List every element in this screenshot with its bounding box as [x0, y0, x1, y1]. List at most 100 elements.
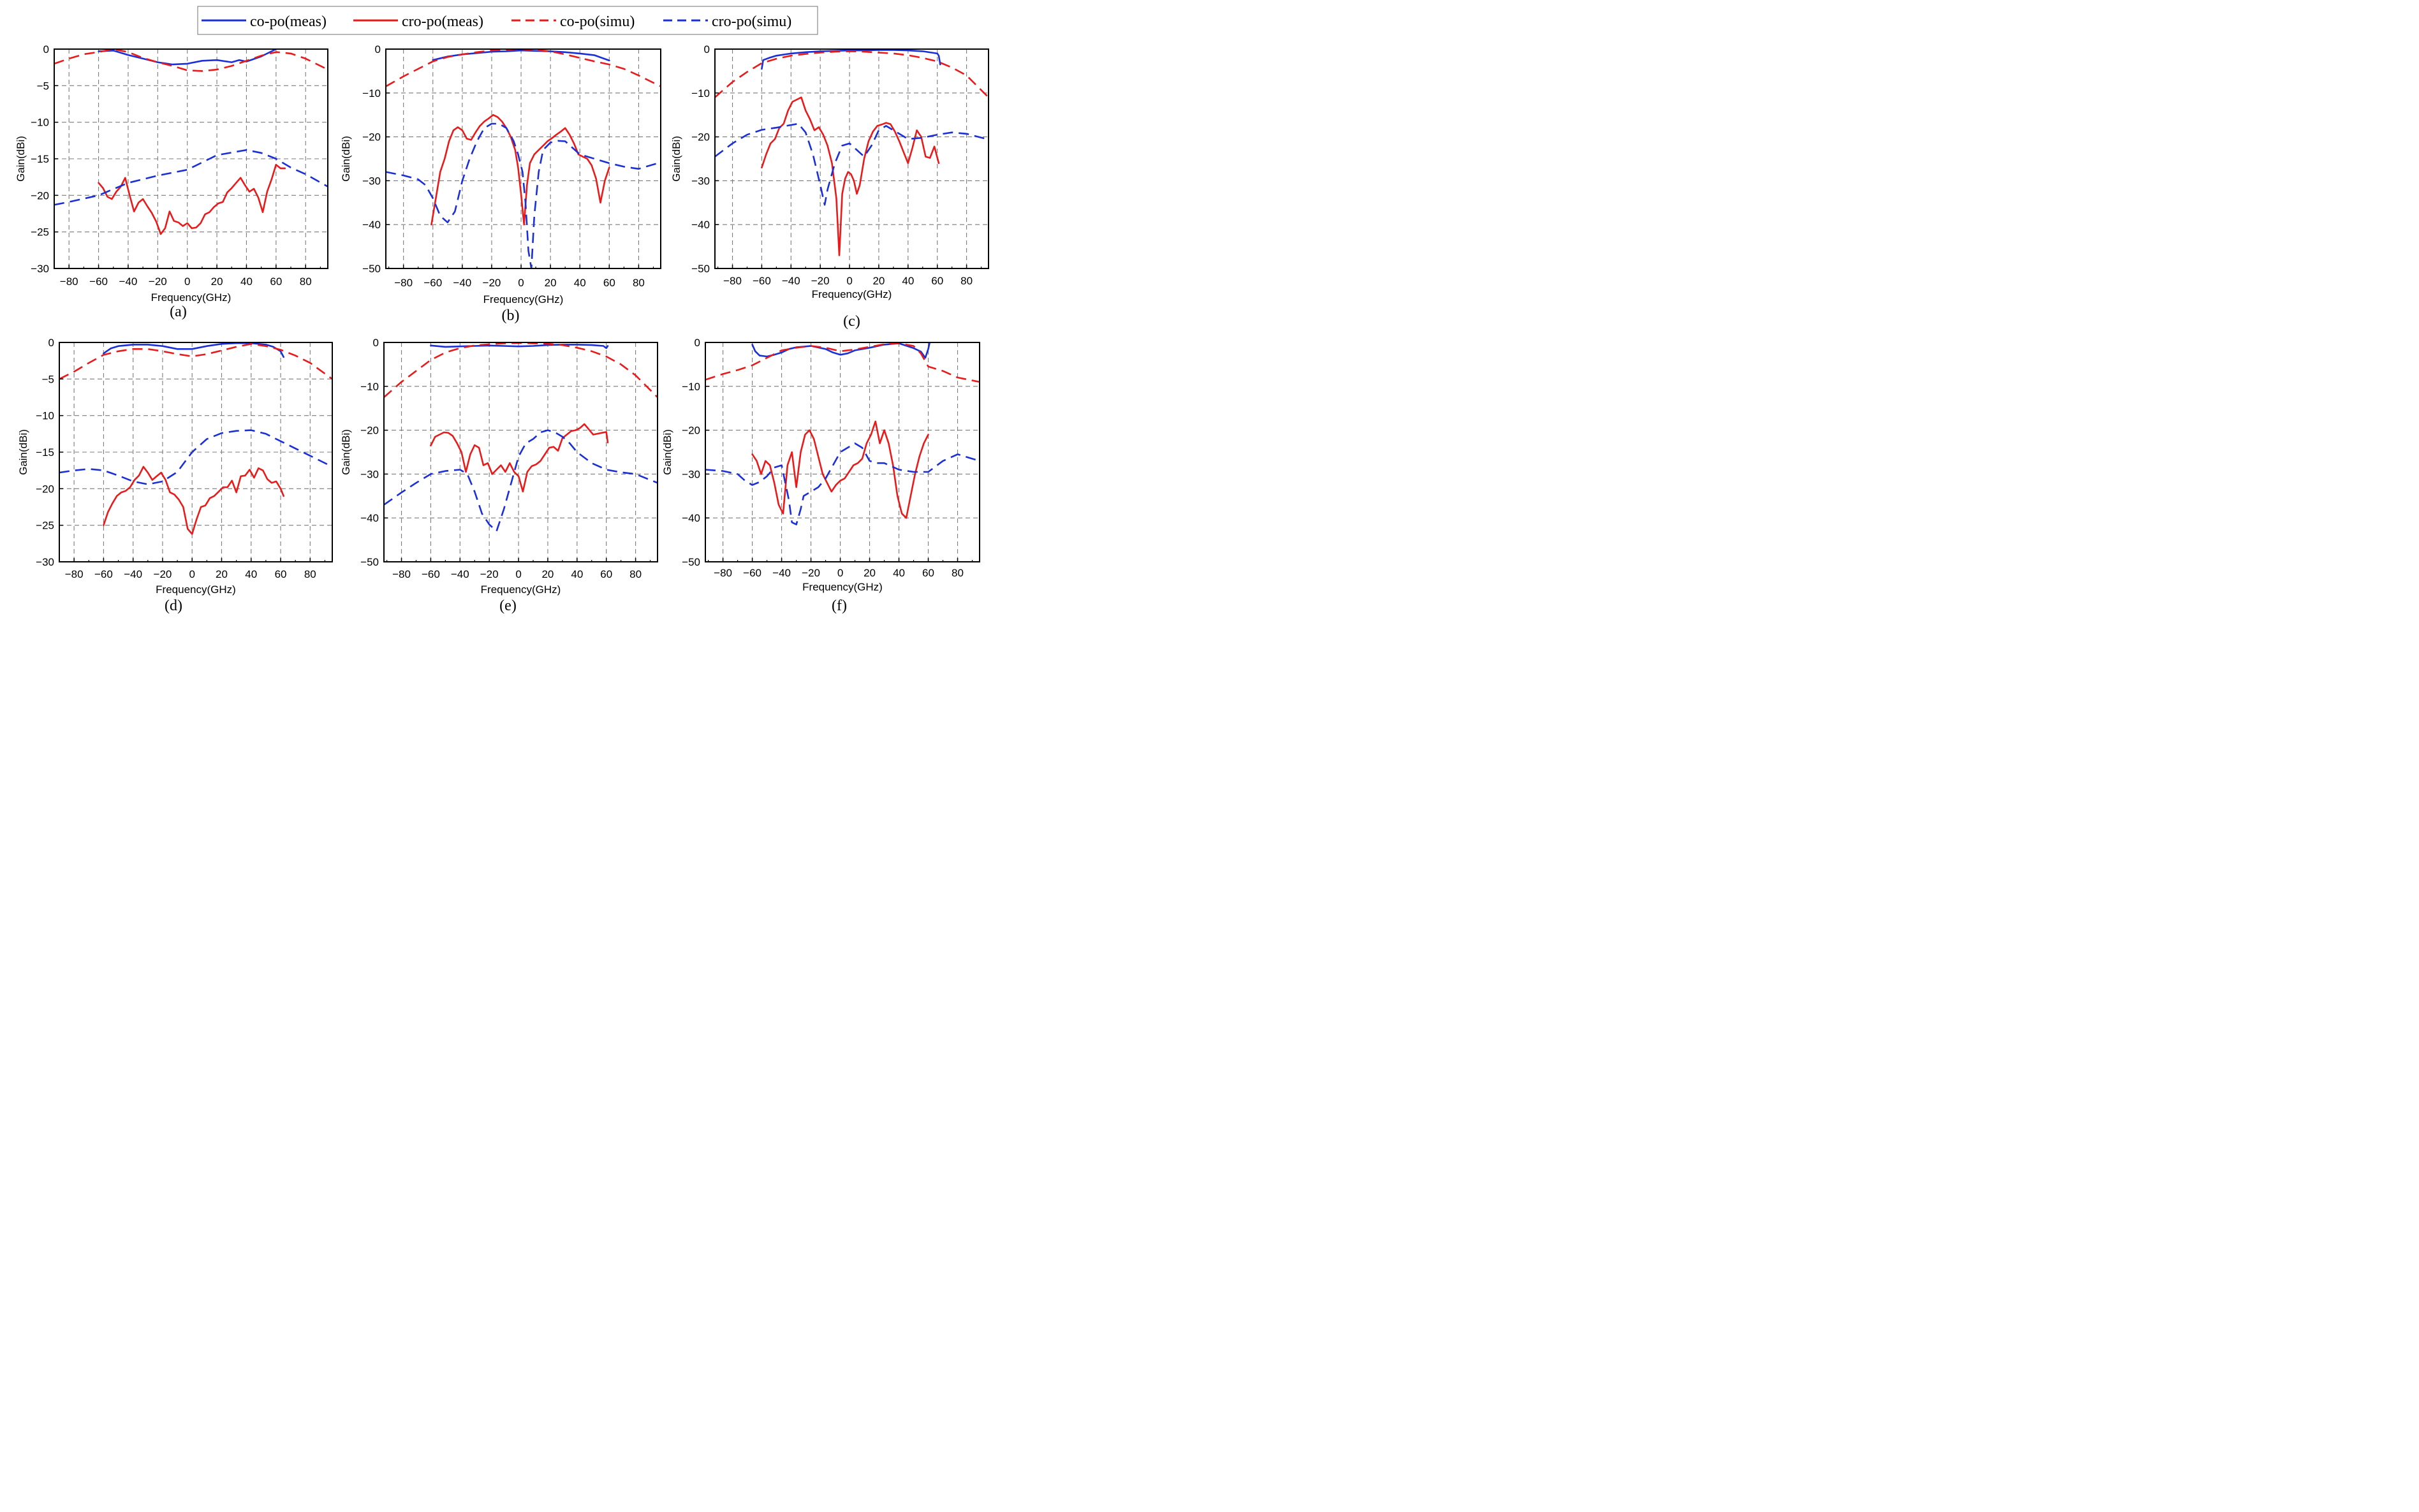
y-tick-label: −40 [360, 512, 379, 524]
y-tick-label: −40 [691, 219, 710, 231]
chart-panel-a: −80 −60 −40 −20 0 20 40 60 80 0 −5 −10 −15 −20 −25 −30 F… [15, 43, 328, 320]
chart-panel-f: −80 −60 −40 −20 0 20 40 60 80 0 −10 −20 −30 −40 −50 Fre… [661, 337, 980, 614]
x-tick-label: 40 [902, 275, 914, 287]
x-tick-label: 40 [571, 568, 583, 580]
legend-label-cro-po-simu: cro-po(simu) [712, 13, 791, 30]
y-tick-label: −10 [691, 87, 710, 99]
x-tick-label: 20 [864, 567, 876, 579]
y-tick-label: −20 [36, 483, 54, 495]
chart-panel-d: −80 −60 −40 −20 0 20 40 60 80 0 −5 −10 −15 −20 −25 −30 F… [17, 337, 333, 614]
y-tick-label: −50 [691, 263, 710, 275]
series-cro-po-meas-b [430, 114, 610, 226]
x-tick-label: 60 [922, 567, 934, 579]
x-tick-label: −60 [743, 567, 761, 579]
x-axis-label: Frequency(GHz) [151, 291, 232, 304]
legend-label-co-po-meas: co-po(meas) [250, 13, 327, 30]
x-tick-label: 20 [216, 568, 228, 580]
y-tick-label: −10 [360, 381, 379, 393]
x-tick-label: −20 [811, 275, 830, 287]
x-tick-label: 0 [837, 567, 843, 579]
y-tick-label: −10 [36, 410, 54, 422]
x-tick-label: −40 [124, 568, 142, 580]
x-tick-label: 80 [633, 277, 645, 289]
x-tick-label: −40 [782, 275, 800, 287]
panel-label-a: (a) [170, 304, 187, 320]
x-tick-label: 0 [846, 275, 852, 287]
series-co-po-simu-d [59, 343, 332, 380]
x-tick-label: 40 [893, 567, 905, 579]
grid-c [715, 49, 989, 268]
y-tick-label: −50 [682, 556, 700, 568]
grid-e [384, 342, 658, 562]
y-tick-label: 0 [375, 43, 381, 55]
y-tick-label: −25 [36, 520, 54, 532]
series-group-e [384, 342, 658, 532]
series-cro-po-simu-a [54, 149, 328, 206]
x-tick-label: −80 [60, 275, 78, 288]
x-tick-label: 20 [211, 275, 223, 288]
grid-b [386, 49, 661, 268]
axes-frame-c [714, 48, 989, 269]
y-axis-label: Gain(dBi) [15, 136, 27, 182]
x-tick-label: 0 [189, 568, 195, 580]
y-tick-label: 0 [48, 337, 54, 349]
y-tick-label: −20 [362, 131, 381, 143]
x-tick-label: 0 [515, 568, 521, 580]
y-tick-label: −50 [360, 556, 379, 568]
x-tick-label: 80 [300, 275, 312, 288]
x-tick-label: −40 [772, 567, 791, 579]
y-tick-label: −50 [362, 263, 381, 275]
x-tick-label: 60 [600, 568, 612, 580]
x-tick-label: −40 [451, 568, 469, 580]
series-co-po-meas-c [761, 49, 941, 70]
y-axis-label: Gain(dBi) [17, 429, 29, 475]
series-cro-po-simu-d [59, 429, 332, 485]
legend-entry-cro-po-simu: cro-po(simu) [663, 13, 791, 30]
y-tick-label: −5 [42, 373, 54, 385]
chart-panel-b: −80 −60 −40 −20 0 20 40 60 80 0 −10 −20 −30 −40 −50 Fre… [340, 43, 661, 324]
x-tick-label: −80 [723, 275, 742, 287]
y-tick-label: 0 [373, 337, 379, 349]
x-tick-label: −40 [119, 275, 138, 288]
legend-label-co-po-simu: co-po(simu) [560, 13, 635, 30]
x-axis-label: Frequency(GHz) [802, 581, 883, 593]
y-tick-label: −30 [691, 175, 710, 187]
series-cro-po-meas-f [751, 420, 929, 519]
x-tick-label: 0 [184, 275, 190, 288]
series-cro-po-meas-c [761, 96, 940, 256]
chart-panel-e: −80 −60 −40 −20 0 20 40 60 80 0 −10 −20 −30 −40 −50 Fre… [340, 337, 658, 614]
x-tick-label: −80 [392, 568, 411, 580]
x-tick-label: 20 [541, 568, 554, 580]
y-tick-label: −30 [682, 468, 700, 480]
series-co-po-meas-d [103, 342, 284, 358]
y-tick-label: −25 [31, 226, 49, 239]
x-tick-label: −60 [423, 277, 442, 289]
x-tick-label: −20 [480, 568, 499, 580]
series-group-c [715, 49, 989, 256]
x-tick-label: −80 [65, 568, 84, 580]
y-tick-label: −30 [360, 468, 379, 480]
x-axis-label: Frequency(GHz) [156, 584, 236, 596]
series-cro-po-meas-d [103, 466, 284, 535]
x-tick-label: 80 [960, 275, 973, 287]
y-tick-label: −15 [31, 153, 49, 165]
x-tick-label: 40 [240, 275, 253, 288]
panel-label-c: (c) [843, 313, 860, 330]
x-tick-label: −80 [714, 567, 732, 579]
x-tick-label: −20 [802, 567, 820, 579]
series-co-po-simu-c [715, 50, 989, 98]
series-co-po-meas-e [430, 344, 609, 349]
series-group-a [54, 49, 328, 235]
x-tick-label: 60 [603, 277, 615, 289]
chart-panel-c: −80 −60 −40 −20 0 20 40 60 80 0 −10 −20 −30 −40 −50 Fre… [670, 43, 989, 330]
x-tick-label: −60 [89, 275, 108, 288]
x-tick-label: 60 [275, 568, 287, 580]
legend-label-cro-po-meas: cro-po(meas) [402, 13, 483, 30]
grid-f [705, 342, 980, 562]
y-tick-label: −40 [362, 219, 381, 231]
x-tick-label: −20 [483, 277, 501, 289]
y-axis-label: Gain(dBi) [340, 136, 352, 182]
axes-frame-b [385, 48, 661, 269]
y-tick-label: −20 [682, 425, 700, 437]
series-group-d [59, 342, 332, 535]
